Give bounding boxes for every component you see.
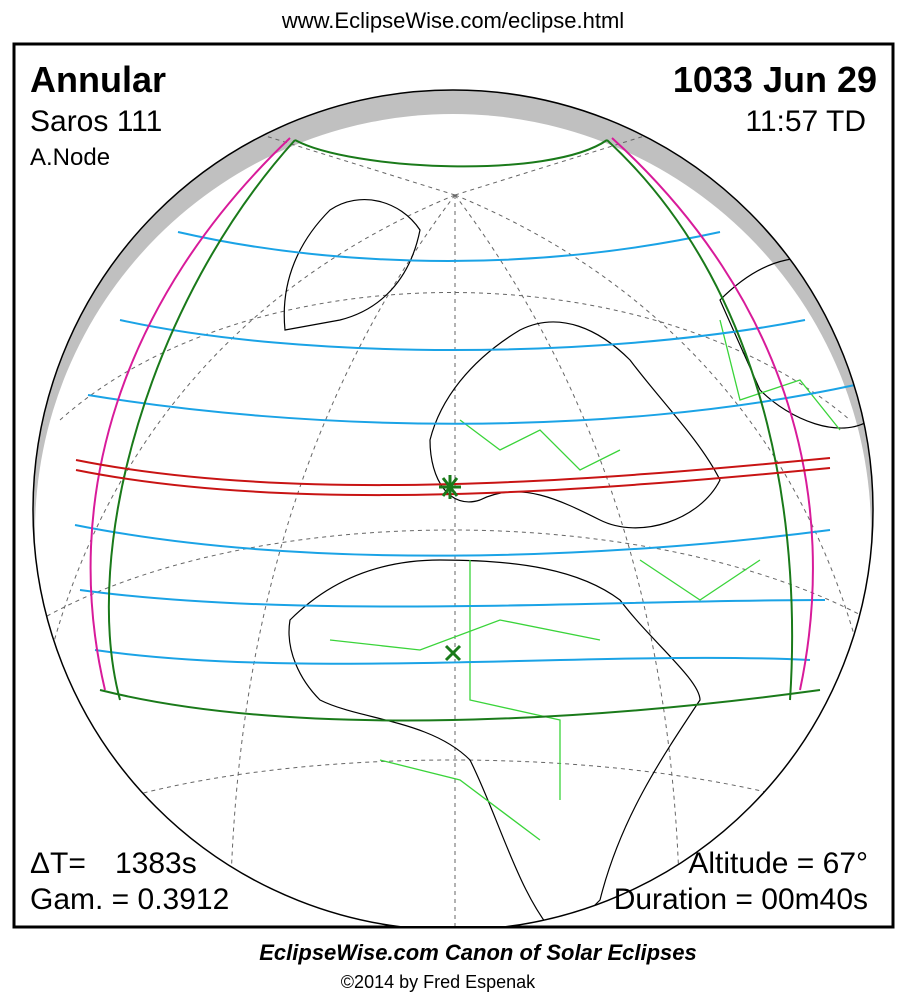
eclipse-limits <box>99 139 821 722</box>
greatest-eclipse-marker <box>439 475 461 499</box>
penumbral-limits <box>89 137 814 691</box>
saros: Saros 111 <box>30 105 162 138</box>
node: A.Node <box>30 144 110 171</box>
globe-outline <box>32 89 874 926</box>
day-side <box>35 114 871 926</box>
gamma: Gam. = 0.3912 <box>30 883 229 916</box>
globe <box>32 89 874 926</box>
footer-title: EclipseWise.com Canon of Solar Eclipses <box>259 940 697 965</box>
duration: Duration = 00m40s <box>614 883 868 916</box>
contour-lines <box>74 231 856 665</box>
subsolar-marker <box>444 644 462 662</box>
date: 1033 Jun 29 <box>673 59 877 100</box>
borders <box>329 319 841 841</box>
delta-t-label: ΔT= <box>30 847 86 880</box>
delta-t-value: 1383s <box>115 847 197 880</box>
altitude: Altitude = 67° <box>688 847 868 880</box>
eclipse-type: Annular <box>30 59 166 100</box>
url: www.EclipseWise.com/eclipse.html <box>281 8 624 33</box>
copyright: ©2014 by Fred Espenak <box>341 972 536 992</box>
time: 11:57 TD <box>745 105 866 138</box>
